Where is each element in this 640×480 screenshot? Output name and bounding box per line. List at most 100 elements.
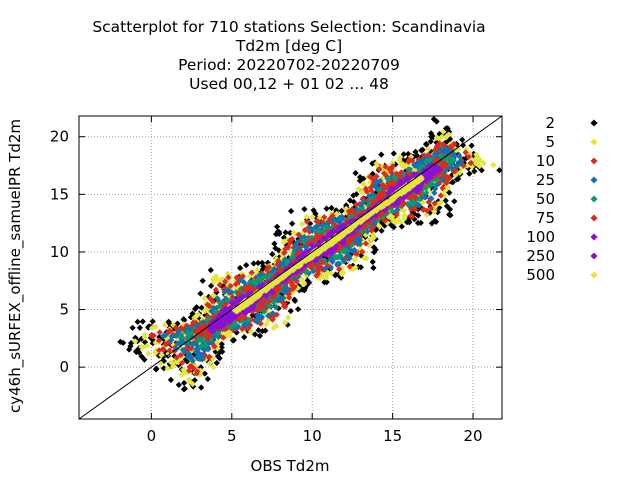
density-point [177, 351, 184, 359]
identity-line [78, 115, 503, 420]
density-point [175, 381, 182, 389]
density-point [270, 324, 277, 332]
y-tick-label: 0 [59, 358, 69, 376]
density-point [213, 359, 220, 367]
y-axis-label: cy46h_sURFEX_offline_samuelPR Td2m [6, 119, 25, 413]
density-point [305, 279, 313, 286]
legend-marker [590, 233, 598, 241]
density-point [390, 150, 397, 157]
legend-marker [590, 252, 598, 260]
density-point [152, 366, 160, 373]
density-point [274, 261, 281, 268]
density-point [352, 264, 359, 271]
grid [79, 116, 502, 419]
legend-label: 10 [536, 152, 555, 170]
density-point [323, 205, 330, 212]
density-point [282, 229, 289, 236]
density-point [198, 384, 205, 391]
density-point [207, 282, 215, 290]
density-point [167, 376, 175, 384]
density-point [186, 363, 193, 371]
density-point [173, 354, 180, 361]
density-point [451, 198, 458, 205]
title-line-1: Scatterplot for 710 stations Selection: … [92, 18, 485, 36]
density-point [466, 170, 473, 177]
legend-marker [590, 119, 598, 127]
density-point [287, 307, 294, 315]
density-point [431, 208, 438, 215]
density-point [409, 213, 416, 220]
density-point [201, 294, 208, 302]
density-point [141, 331, 148, 338]
density-point [197, 290, 204, 297]
density-point [145, 350, 152, 357]
density-point [445, 131, 452, 138]
density-point [315, 218, 322, 225]
density-point [352, 169, 359, 177]
density-point [294, 306, 302, 313]
density-point [227, 282, 234, 290]
density-point [369, 258, 376, 266]
density-point [323, 271, 330, 278]
density-point [321, 213, 328, 221]
density-point [468, 142, 475, 149]
density-point [282, 303, 289, 310]
y-tick-label: 15 [50, 185, 69, 203]
density-point [269, 316, 276, 323]
density-point [446, 189, 453, 196]
density-point [243, 261, 250, 269]
x-axis-label: OBS Td2m [251, 457, 330, 475]
legend-label: 5 [545, 133, 555, 151]
chart-title: Scatterplot for 710 stations Selection: … [92, 18, 485, 93]
density-point [332, 271, 339, 278]
density-point [207, 266, 214, 274]
density-point [291, 297, 299, 305]
legend-marker [590, 271, 598, 279]
x-tick-label: 10 [303, 427, 322, 445]
legend-label: 50 [536, 190, 555, 208]
density-point [370, 264, 377, 272]
density-point [241, 333, 248, 341]
y-tick-label: 10 [50, 243, 69, 261]
density-point [256, 332, 264, 340]
legend-label: 100 [526, 228, 555, 246]
y-tick-label: 20 [50, 128, 69, 146]
x-tick-label: 5 [227, 427, 237, 445]
density-point [254, 259, 262, 267]
density-point [149, 318, 156, 325]
density-class-500 [230, 173, 425, 315]
density-point [263, 321, 270, 328]
density-point [271, 240, 278, 247]
density-point [185, 367, 193, 374]
density-point [236, 264, 244, 272]
density-point [340, 269, 347, 277]
density-point [293, 278, 300, 285]
density-point [423, 141, 430, 148]
legend-marker [590, 214, 598, 222]
density-point [321, 279, 328, 286]
density-point [356, 173, 364, 181]
density-point [178, 371, 186, 379]
density-point [204, 375, 211, 383]
legend-label: 75 [536, 209, 555, 227]
density-point [129, 324, 136, 331]
density-point [254, 266, 261, 273]
density-point [199, 277, 206, 284]
density-point [259, 259, 266, 267]
density-point [134, 318, 141, 326]
density-point [180, 379, 188, 387]
density-point [262, 327, 269, 334]
density-point [336, 266, 343, 273]
x-tick-label: 20 [464, 427, 483, 445]
density-point [480, 159, 487, 167]
legend-label: 2 [545, 114, 555, 132]
x-tick-label: 0 [147, 427, 157, 445]
density-point [269, 251, 276, 258]
density-point [459, 136, 466, 143]
density-point [139, 318, 146, 325]
density-point [136, 324, 144, 331]
density-point [198, 304, 205, 311]
legend-label: 500 [526, 266, 555, 284]
